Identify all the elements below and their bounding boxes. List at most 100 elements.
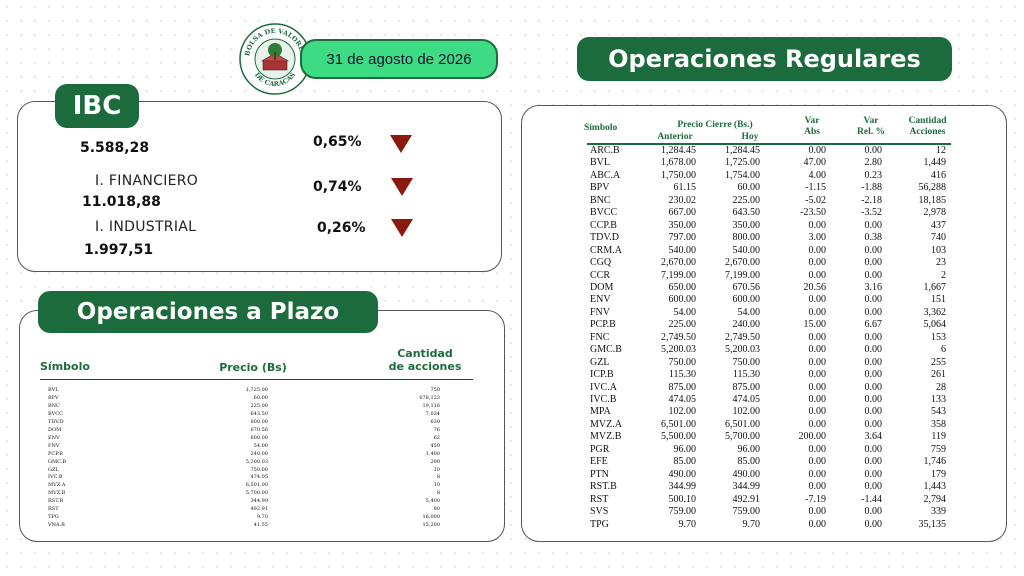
reg-today: 5,700.00 (725, 431, 760, 443)
plazo-qty: 5,400 (425, 498, 440, 505)
table-row: FNV 54.00 54.00 0.00 0.00 3,362 (588, 307, 958, 319)
plazo-qty: 10 (433, 466, 440, 473)
reg-var-abs: 0.00 (808, 418, 827, 430)
reg-var-abs: 47.00 (803, 157, 827, 169)
reg-today: 600.00 (732, 294, 761, 306)
reg-prev: 85.00 (673, 456, 697, 468)
reg-var-abs: 0.00 (808, 331, 827, 343)
reg-qty: 28 (936, 381, 946, 393)
plazo-qty: 10 (433, 482, 440, 489)
reg-symbol: DOM (590, 281, 614, 293)
table-row: ENV 600.00 600.00 0.00 0.00 151 (588, 294, 958, 306)
table-row: PTN 490.00 490.00 0.00 0.00 179 (588, 469, 958, 481)
reg-prev: 115.30 (668, 369, 696, 381)
reg-prev: 1,284.45 (661, 145, 696, 156)
reg-qty: 35,135 (918, 518, 947, 530)
reg-qty: 2 (941, 269, 946, 281)
reg-today: 102.00 (732, 406, 761, 418)
reg-prev: 2,670.00 (661, 257, 696, 269)
plazo-col-symbol: Símbolo (40, 360, 90, 373)
table-row: TDV.D 800.00 630 (48, 419, 468, 427)
plazo-symbol: DOM (48, 426, 62, 433)
reg-today: 350.00 (732, 219, 761, 231)
reg-symbol: PGR (590, 443, 610, 455)
plazo-price: 344.99 (250, 498, 269, 505)
plazo-price: 5,700.00 (245, 490, 268, 497)
ibc-panel (17, 101, 502, 272)
table-row: IVC.B 474.05 474.05 0.00 0.00 133 (588, 394, 958, 406)
reg-symbol: EFE (590, 456, 608, 468)
reg-var-abs: 0.00 (808, 219, 827, 231)
reg-symbol: MVZ.A (590, 418, 622, 430)
reg-var-rel: 0.00 (864, 356, 883, 368)
reg-qty: 3,362 (923, 306, 947, 318)
plazo-symbol: IVC.B (48, 474, 63, 481)
triangle-down-icon (390, 135, 412, 153)
reg-today: 9.70 (742, 518, 761, 530)
reg-qty: 179 (931, 468, 946, 480)
reg-prev: 6,501.00 (661, 418, 696, 430)
reg-prev: 61.15 (673, 182, 697, 194)
table-row: RST.B 344.99 5,400 (48, 498, 468, 506)
reg-qty: 103 (931, 244, 946, 256)
reg-qty: 151 (931, 294, 946, 306)
plazo-price: 5,200.03 (245, 458, 268, 465)
table-row: GZL 750.00 10 (48, 467, 468, 475)
reg-var-rel: 0.00 (864, 394, 883, 405)
reg-var-abs: 0.00 (808, 244, 827, 256)
reg-qty: 759 (931, 443, 946, 455)
table-row: RST.B 344.99 344.99 0.00 0.00 1,443 (588, 481, 958, 493)
reg-prev: 500.10 (668, 493, 697, 505)
reg-qty: 543 (931, 406, 946, 418)
table-row: DOM 670.56 76 (48, 427, 468, 435)
reg-qty: 339 (931, 506, 946, 518)
reg-symbol: MVZ.B (590, 431, 622, 443)
table-row: TPG 9.70 9.70 0.00 0.00 35,135 (588, 519, 958, 531)
financiero-change: 0,74% (313, 179, 362, 195)
plazo-price: 1,725.00 (245, 387, 268, 393)
reg-var-abs: 0.00 (808, 269, 827, 281)
plazo-qty: 1,400 (425, 450, 440, 457)
reg-var-abs: 0.00 (808, 468, 827, 480)
plazo-price: 474.05 (250, 474, 269, 481)
plazo-qty: 80 (433, 506, 440, 513)
reg-qty: 1,443 (923, 481, 947, 493)
reg-var-abs: 0.00 (808, 294, 827, 306)
reg-prev: 9.70 (678, 518, 697, 530)
table-row: ARC.B 1,284.45 1,284.45 0.00 0.00 12 (588, 145, 958, 157)
industrial-change: 0,26% (317, 220, 366, 236)
plazo-symbol: GMC.B (48, 458, 67, 465)
reg-qty: 261 (931, 369, 946, 381)
reg-var-abs: 0.00 (808, 506, 827, 518)
table-row: BVCC 667.00 643.50 -23.50 -3.52 2,978 (588, 207, 958, 219)
table-row: ENV 600.00 62 (48, 435, 468, 443)
reg-var-rel: 0.00 (864, 481, 883, 493)
reg-qty: 2,794 (923, 493, 947, 505)
plazo-col-qty-1: Cantidad (397, 347, 453, 360)
reg-var-abs: 0.00 (808, 344, 827, 356)
plazo-col-qty-2: de acciones (388, 360, 462, 373)
reg-today: 875.00 (732, 381, 761, 393)
reg-prev: 667.00 (668, 207, 697, 219)
date-badge: 31 de agosto de 2026 (300, 39, 498, 79)
industrial-value: 1.997,51 (84, 242, 154, 258)
reg-symbol: ARC.B (590, 145, 620, 156)
plazo-price: 9.70 (256, 514, 268, 521)
reg-qty: 358 (931, 418, 946, 430)
reg-var-rel: 0.00 (864, 443, 883, 455)
reg-qty: 119 (931, 431, 946, 443)
table-row: MVZ.A 6,501.00 6,501.00 0.00 0.00 358 (588, 419, 958, 431)
reg-prev: 54.00 (673, 306, 697, 318)
reg-today: 800.00 (732, 232, 761, 244)
reg-var-rel: 0.00 (864, 244, 883, 256)
reg-var-rel: 0.00 (864, 456, 883, 468)
reg-var-abs: 15.00 (803, 319, 827, 331)
table-row: PCP.B 225.00 240.00 15.00 6.67 5,064 (588, 319, 958, 331)
table-row: CRM.A 540.00 540.00 0.00 0.00 103 (588, 245, 958, 257)
reg-var-rel: 0.00 (864, 306, 883, 318)
reg-qty: 56,288 (918, 182, 947, 194)
plazo-symbol: MVZ.B (48, 490, 66, 497)
financiero-value: 11.018,88 (82, 194, 161, 210)
reg-qty: 23 (936, 257, 946, 269)
reg-qty: 133 (931, 394, 946, 405)
